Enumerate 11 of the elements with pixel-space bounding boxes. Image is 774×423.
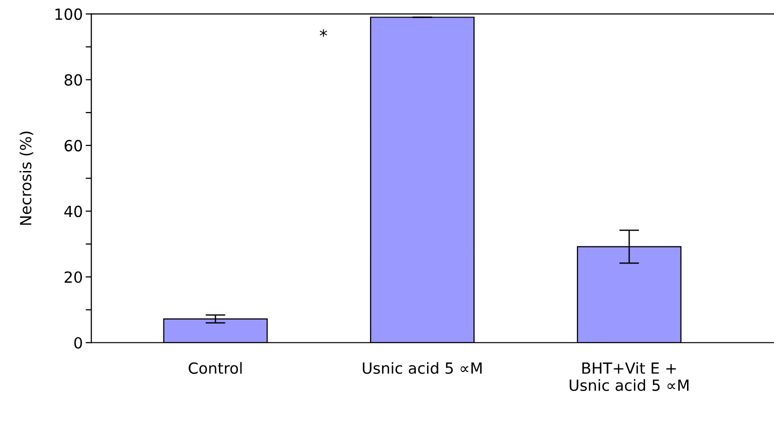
y-tick-label: 40 <box>64 206 82 218</box>
annotation: * <box>320 29 328 37</box>
x-tick-label: Usnic acid 5 ∝M <box>362 362 482 374</box>
y-tick-label: 20 <box>64 271 82 283</box>
y-axis-title: Necrosis (%) <box>20 132 34 225</box>
x-tick-label: Control <box>188 362 242 374</box>
y-tick-label: 60 <box>64 140 82 152</box>
y-tick-label: 0 <box>74 337 82 349</box>
y-tick-label: 80 <box>64 74 82 86</box>
x-tick-label: BHT+Vit E + Usnic acid 5 ∝M <box>570 362 688 392</box>
y-tick-label: 100 <box>56 8 82 20</box>
